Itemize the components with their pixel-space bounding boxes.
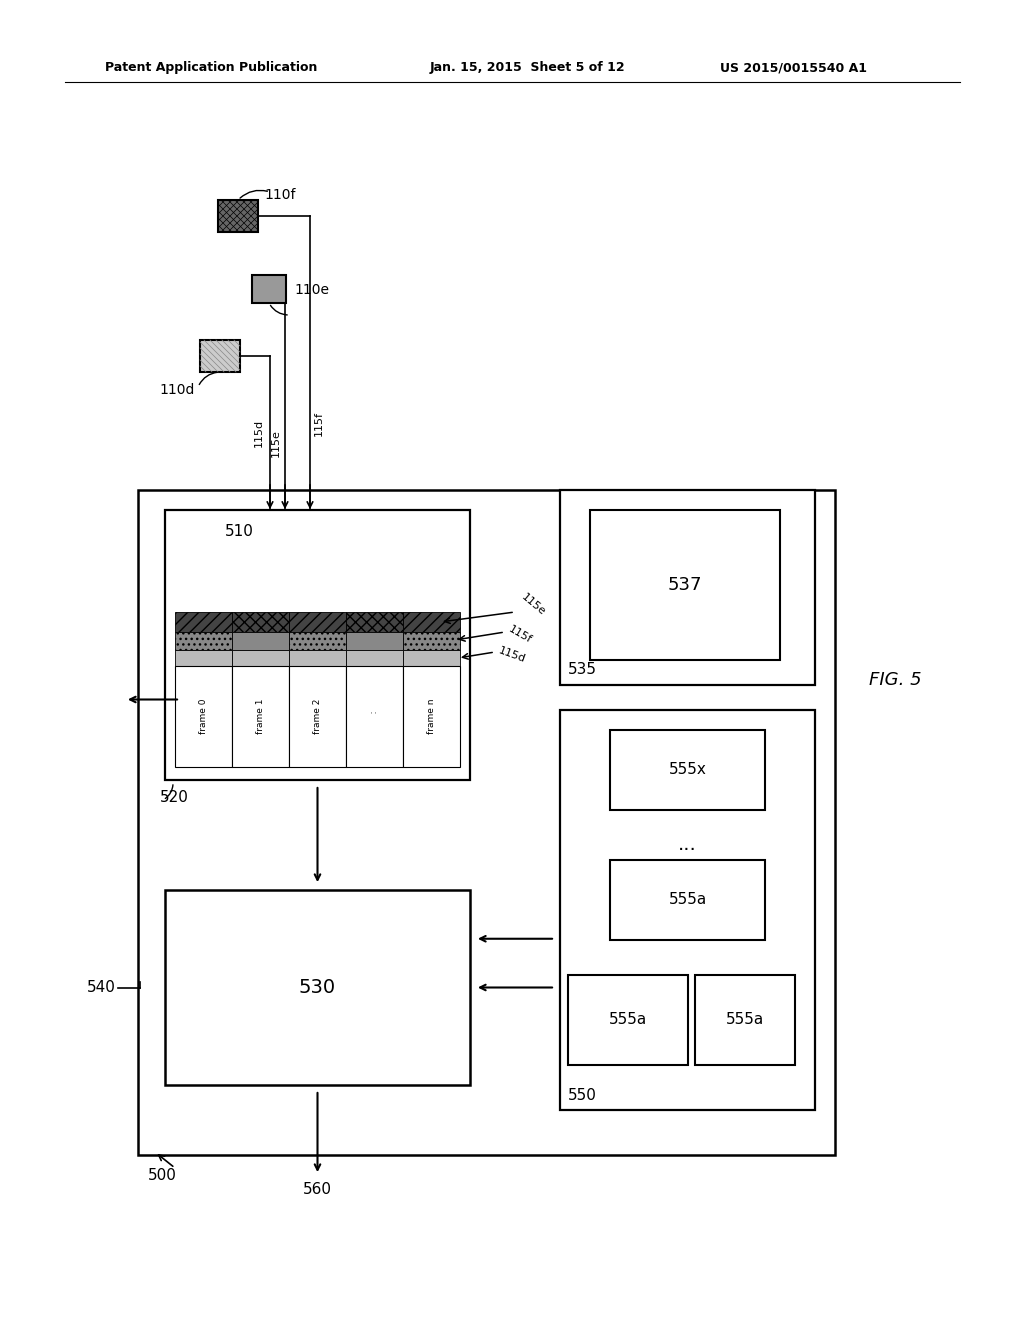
Text: ...: ... <box>678 836 697 854</box>
Bar <box>695 975 795 1065</box>
Bar <box>403 667 460 767</box>
Text: 110d: 110d <box>160 383 195 397</box>
Bar <box>232 667 289 767</box>
Bar <box>403 649 460 667</box>
Text: 550: 550 <box>568 1088 597 1102</box>
Bar <box>289 667 346 767</box>
Text: frame 0: frame 0 <box>199 698 208 734</box>
Bar <box>346 632 403 649</box>
Text: 540: 540 <box>87 979 116 995</box>
Bar <box>165 890 470 1085</box>
Bar <box>590 510 780 660</box>
Text: US 2015/0015540 A1: US 2015/0015540 A1 <box>720 62 867 74</box>
Text: FIG. 5: FIG. 5 <box>868 671 922 689</box>
Bar <box>232 649 289 667</box>
Bar <box>346 612 403 632</box>
Bar <box>346 649 403 667</box>
Bar <box>175 667 232 767</box>
Text: Patent Application Publication: Patent Application Publication <box>105 62 317 74</box>
Text: frame 1: frame 1 <box>256 698 265 734</box>
Bar <box>403 612 460 632</box>
Text: 115d: 115d <box>254 418 264 447</box>
Bar <box>138 490 835 1155</box>
Bar <box>252 275 286 304</box>
Text: 115f: 115f <box>314 411 324 436</box>
Bar <box>289 632 346 649</box>
Bar <box>200 341 240 372</box>
Bar <box>568 975 688 1065</box>
Text: 555x: 555x <box>669 763 707 777</box>
Bar <box>610 861 765 940</box>
Text: 115e: 115e <box>271 429 281 457</box>
Text: 115d: 115d <box>497 645 527 664</box>
Text: 115f: 115f <box>507 624 534 645</box>
Text: 560: 560 <box>303 1183 332 1197</box>
Text: 110e: 110e <box>294 282 329 297</box>
Bar <box>560 490 815 685</box>
Text: frame n: frame n <box>427 698 436 734</box>
Text: Jan. 15, 2015  Sheet 5 of 12: Jan. 15, 2015 Sheet 5 of 12 <box>430 62 626 74</box>
Bar <box>289 612 346 632</box>
Text: 520: 520 <box>160 791 188 805</box>
Bar <box>175 649 232 667</box>
Text: 510: 510 <box>225 524 254 540</box>
Bar <box>175 632 232 649</box>
Text: frame 2: frame 2 <box>313 698 322 734</box>
Bar <box>289 649 346 667</box>
Bar <box>232 632 289 649</box>
Text: 535: 535 <box>568 663 597 677</box>
Bar <box>346 667 403 767</box>
Text: 555a: 555a <box>669 892 707 908</box>
Bar <box>165 510 470 780</box>
Text: 110f: 110f <box>264 187 296 202</box>
Text: 537: 537 <box>668 576 702 594</box>
Text: 500: 500 <box>148 1167 177 1183</box>
Text: 115e: 115e <box>520 593 548 618</box>
Bar <box>610 730 765 810</box>
Bar <box>175 612 232 632</box>
Bar <box>560 710 815 1110</box>
Bar <box>232 612 289 632</box>
Text: :: : <box>370 710 379 722</box>
Bar <box>218 201 258 232</box>
Text: 555a: 555a <box>609 1012 647 1027</box>
Text: 530: 530 <box>299 978 336 997</box>
Bar <box>403 632 460 649</box>
Text: 555a: 555a <box>726 1012 764 1027</box>
